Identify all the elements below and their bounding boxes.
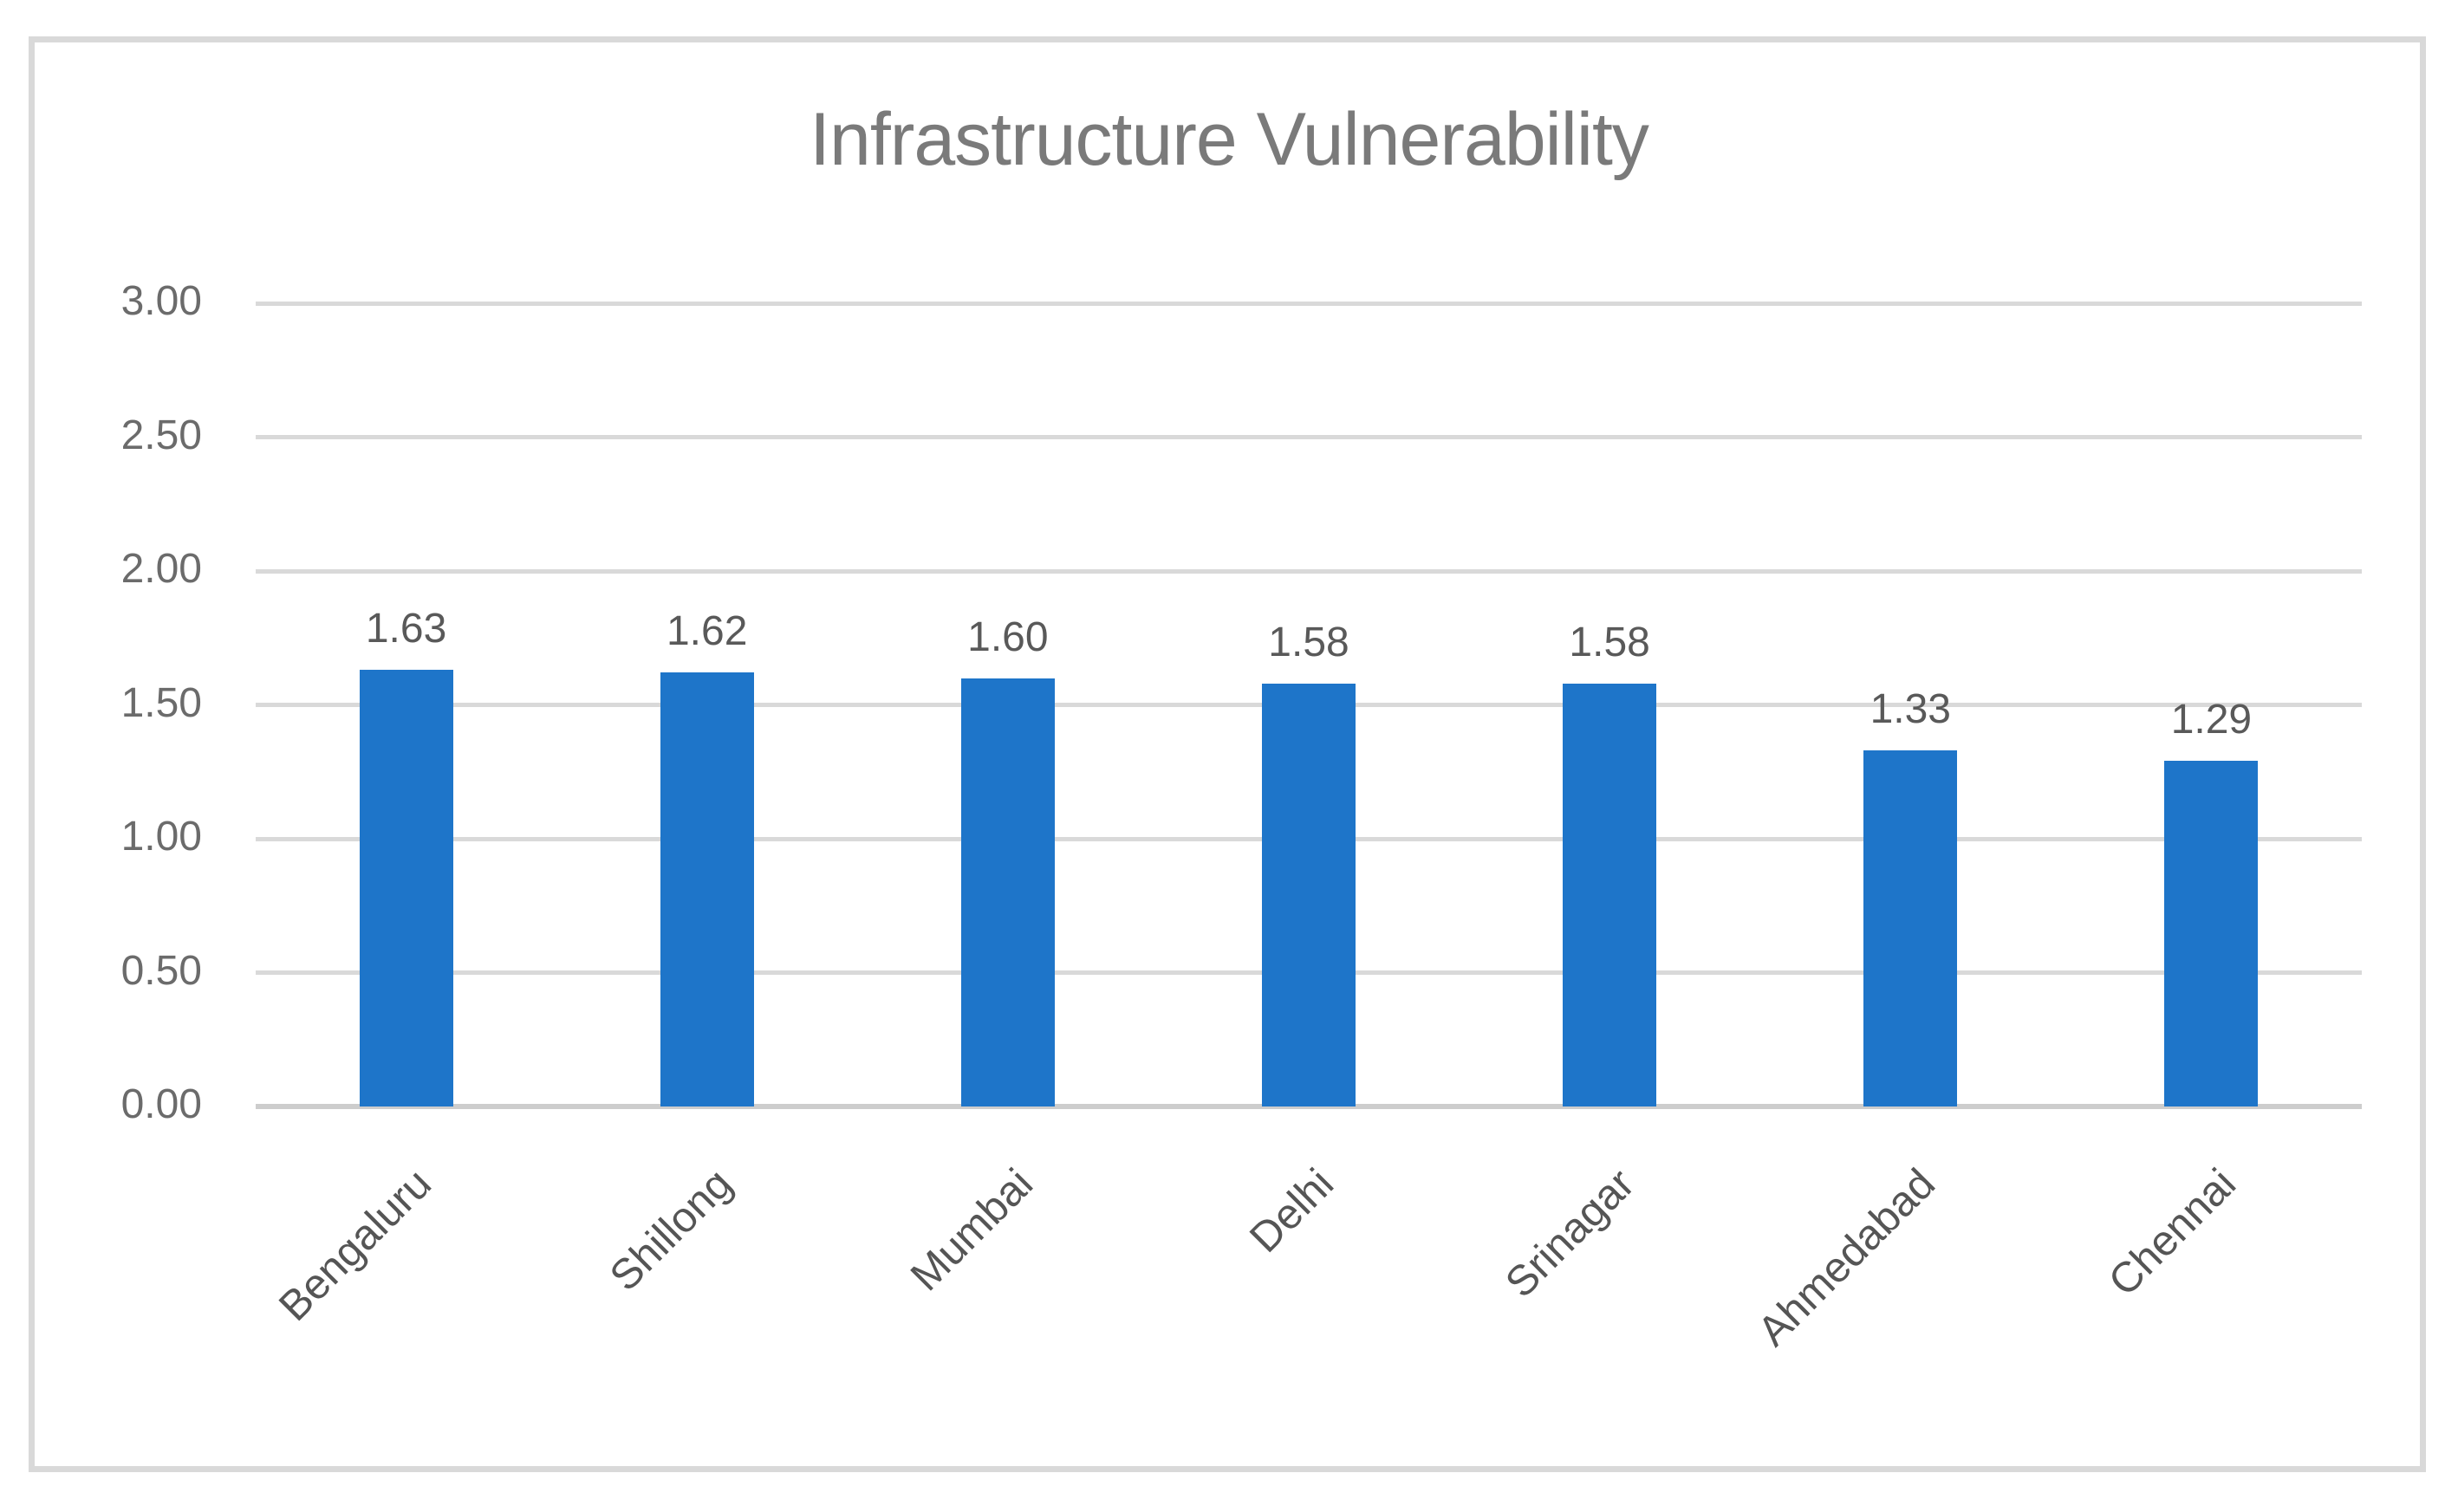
- gridline: [256, 568, 2362, 574]
- chart-title: Infrastructure Vulnerability: [810, 98, 1649, 181]
- bar-ahmedabad: [1863, 750, 1958, 1106]
- y-tick-label: 0.50: [120, 947, 202, 994]
- y-tick-label: 2.00: [120, 546, 202, 592]
- y-tick-label: 0.00: [120, 1081, 202, 1127]
- chart-border: [29, 36, 2426, 1472]
- bar-mumbai: [960, 678, 1055, 1106]
- data-label: 1.58: [1569, 619, 1650, 665]
- y-tick-label: 1.50: [120, 679, 202, 726]
- bar-chennai: [2164, 761, 2259, 1106]
- y-tick-label: 1.00: [120, 814, 202, 860]
- y-tick-label: 3.00: [120, 278, 202, 324]
- bar-srinagar: [1563, 683, 1657, 1106]
- data-label: 1.58: [1268, 619, 1349, 665]
- bar-shillong: [660, 672, 754, 1106]
- data-label: 1.62: [666, 608, 748, 655]
- y-tick-label: 2.50: [120, 412, 202, 458]
- x-axis-baseline: [256, 1104, 2362, 1109]
- data-label: 1.33: [1870, 686, 1951, 733]
- data-label: 1.60: [967, 613, 1049, 660]
- gridline: [256, 301, 2362, 306]
- gridline: [256, 435, 2362, 439]
- data-label: 1.29: [2170, 697, 2253, 743]
- data-label: 1.63: [365, 606, 447, 652]
- bar-delhi: [1262, 683, 1356, 1106]
- bar-bengaluru: [359, 670, 453, 1106]
